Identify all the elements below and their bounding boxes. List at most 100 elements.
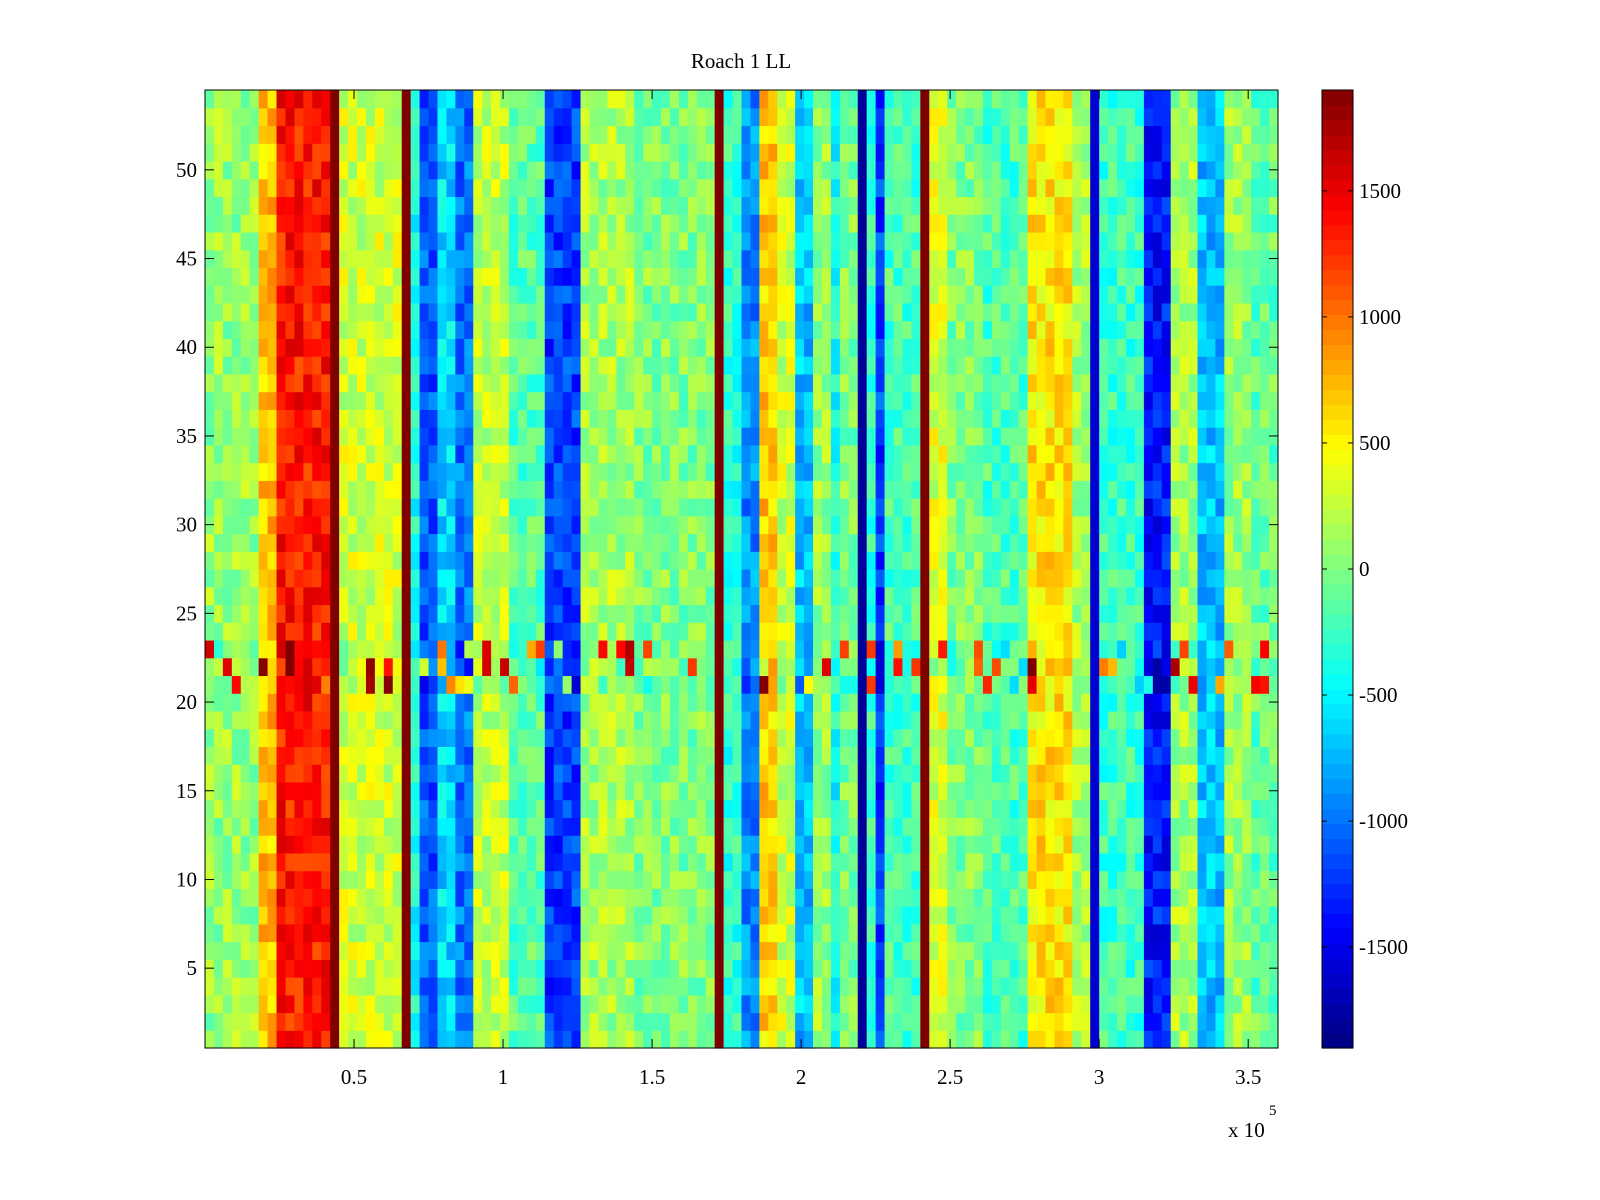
- heatmap-cell: [982, 569, 993, 588]
- heatmap-cell: [1215, 675, 1225, 694]
- heatmap-cell: [1269, 923, 1279, 943]
- heatmap-cell: [240, 764, 251, 783]
- heatmap-cell: [821, 852, 832, 872]
- heatmap-cell: [455, 1030, 465, 1049]
- heatmap-cell: [875, 852, 886, 872]
- heatmap-cell: [956, 498, 966, 517]
- heatmap-cell: [321, 302, 331, 322]
- heatmap-cell: [875, 639, 886, 659]
- heatmap-cell: [938, 923, 948, 943]
- heatmap-cell: [1099, 799, 1109, 818]
- heatmap-cell: [795, 444, 805, 464]
- heatmap-cell: [1072, 569, 1082, 588]
- heatmap-cell: [732, 569, 743, 588]
- heatmap-cell: [348, 391, 358, 410]
- heatmap-cell: [1242, 728, 1252, 748]
- heatmap-cell: [401, 586, 412, 606]
- heatmap-cell: [580, 462, 591, 481]
- heatmap-cell: [696, 941, 707, 960]
- heatmap-cell: [893, 639, 904, 659]
- heatmap-cell: [330, 515, 340, 535]
- heatmap-cell: [1197, 977, 1208, 996]
- heatmap-cell: [965, 693, 975, 712]
- heatmap-cell: [1099, 1030, 1109, 1049]
- heatmap-cell: [374, 870, 385, 889]
- heatmap-cell: [1224, 604, 1234, 623]
- heatmap-cell: [535, 586, 546, 606]
- heatmap-cell: [1009, 533, 1020, 552]
- heatmap-cell: [205, 409, 215, 428]
- heatmap-cell: [231, 498, 242, 517]
- heatmap-cell: [285, 817, 296, 836]
- heatmap-cell: [1125, 835, 1136, 854]
- heatmap-cell: [884, 373, 895, 393]
- heatmap-cell: [428, 604, 439, 623]
- heatmap-cell: [1134, 799, 1145, 818]
- heatmap-cell: [804, 586, 814, 606]
- heatmap-cell: [830, 888, 841, 907]
- heatmap-cell: [1215, 622, 1225, 641]
- heatmap-cell: [285, 302, 296, 322]
- heatmap-cell: [321, 373, 331, 393]
- heatmap-cell: [884, 498, 895, 517]
- heatmap-cell: [1117, 320, 1127, 339]
- heatmap-cell: [491, 320, 501, 339]
- heatmap-cell: [929, 586, 939, 606]
- heatmap-cell: [893, 569, 904, 588]
- heatmap-cell: [786, 817, 796, 836]
- heatmap-cell: [947, 870, 957, 889]
- heatmap-cell: [374, 515, 385, 535]
- heatmap-cell: [732, 906, 743, 925]
- heatmap-cell: [580, 835, 591, 854]
- heatmap-cell: [732, 320, 743, 339]
- heatmap-cell: [661, 604, 671, 623]
- heatmap-cell: [956, 356, 966, 375]
- heatmap-cell: [598, 515, 608, 535]
- heatmap-cell: [428, 977, 439, 996]
- heatmap-cell: [1170, 657, 1181, 677]
- heatmap-cell: [455, 799, 465, 818]
- heatmap-cell: [598, 817, 608, 836]
- heatmap-cell: [893, 338, 904, 357]
- heatmap-cell: [598, 569, 608, 588]
- heatmap-cell: [231, 870, 242, 889]
- heatmap-cell: [982, 799, 993, 818]
- heatmap-cell: [982, 764, 993, 783]
- heatmap-cell: [1161, 569, 1172, 588]
- heatmap-cell: [526, 1012, 537, 1031]
- heatmap-cell: [428, 941, 439, 960]
- heatmap-cell: [1224, 462, 1234, 481]
- heatmap-cell: [678, 533, 689, 552]
- heatmap-cell: [1000, 462, 1011, 481]
- heatmap-cell: [929, 569, 939, 588]
- heatmap-cell: [455, 427, 465, 446]
- heatmap-cell: [1099, 781, 1109, 801]
- heatmap-cell: [848, 462, 859, 481]
- heatmap-cell: [1143, 373, 1154, 393]
- heatmap-cell: [1063, 835, 1073, 854]
- heatmap-cell: [357, 781, 367, 801]
- heatmap-cell: [821, 444, 832, 464]
- heatmap-cell: [866, 551, 877, 570]
- heatmap-cell: [1072, 427, 1082, 446]
- heatmap-cell: [929, 693, 939, 712]
- heatmap-cell: [464, 799, 474, 818]
- heatmap-cell: [732, 373, 743, 393]
- heatmap-cell: [875, 746, 886, 765]
- heatmap-cell: [804, 480, 814, 499]
- heatmap-cell: [464, 569, 474, 588]
- heatmap-cell: [312, 799, 322, 818]
- heatmap-cell: [947, 693, 957, 712]
- heatmap-cell: [616, 693, 626, 712]
- heatmap-cell: [348, 1030, 358, 1049]
- heatmap-cell: [544, 781, 555, 801]
- heatmap-cell: [321, 338, 331, 357]
- heatmap-cell: [759, 994, 769, 1014]
- heatmap-cell: [455, 569, 465, 588]
- heatmap-cell: [1117, 835, 1127, 854]
- heatmap-cell: [1188, 639, 1199, 659]
- heatmap-cell: [616, 338, 626, 357]
- heatmap-cell: [383, 888, 394, 907]
- heatmap-cell: [446, 338, 456, 357]
- heatmap-cell: [294, 586, 304, 606]
